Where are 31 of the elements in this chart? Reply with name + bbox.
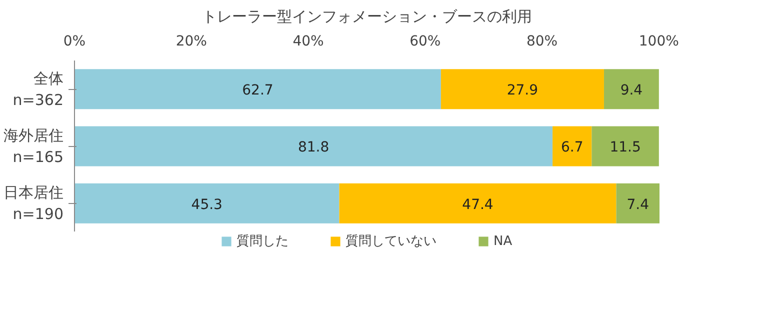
x-tick-label: 40% [292,34,324,50]
bar [339,183,616,224]
x-tick-label: 80% [526,34,558,50]
legend-label: 質問した [236,233,288,250]
data-label: 11.5 [610,140,641,156]
x-tick-label: 100% [638,34,679,50]
chart-title: トレーラー型インフォメーション・ブースの利用 [202,8,532,26]
data-label: 81.8 [298,140,330,156]
y-tick-label: 海外居住 n=165 [4,126,64,166]
y-tick-label: 日本居住 n=190 [4,184,64,224]
data-label: 6.7 [561,140,584,156]
data-label: 62.7 [242,82,274,99]
legend-label: NA [494,234,514,248]
bar [616,183,660,224]
bar [74,183,340,224]
data-label: 7.4 [626,196,650,213]
y-tick-label: 全体 n=362 [12,69,64,109]
bar [440,69,604,110]
data-label: 45.3 [191,196,222,213]
bar [74,69,441,110]
data-label: 9.4 [620,82,643,99]
x-tick-label: 60% [410,34,441,50]
x-tick-label: 0% [63,34,86,50]
bar [552,126,592,166]
legend-label: 質問していない [346,233,436,250]
bar [592,126,659,166]
data-label: 27.9 [506,82,538,99]
data-label: 47.4 [462,196,494,213]
bar [74,126,553,166]
x-tick-label: 20% [176,34,207,50]
bar [604,69,659,110]
